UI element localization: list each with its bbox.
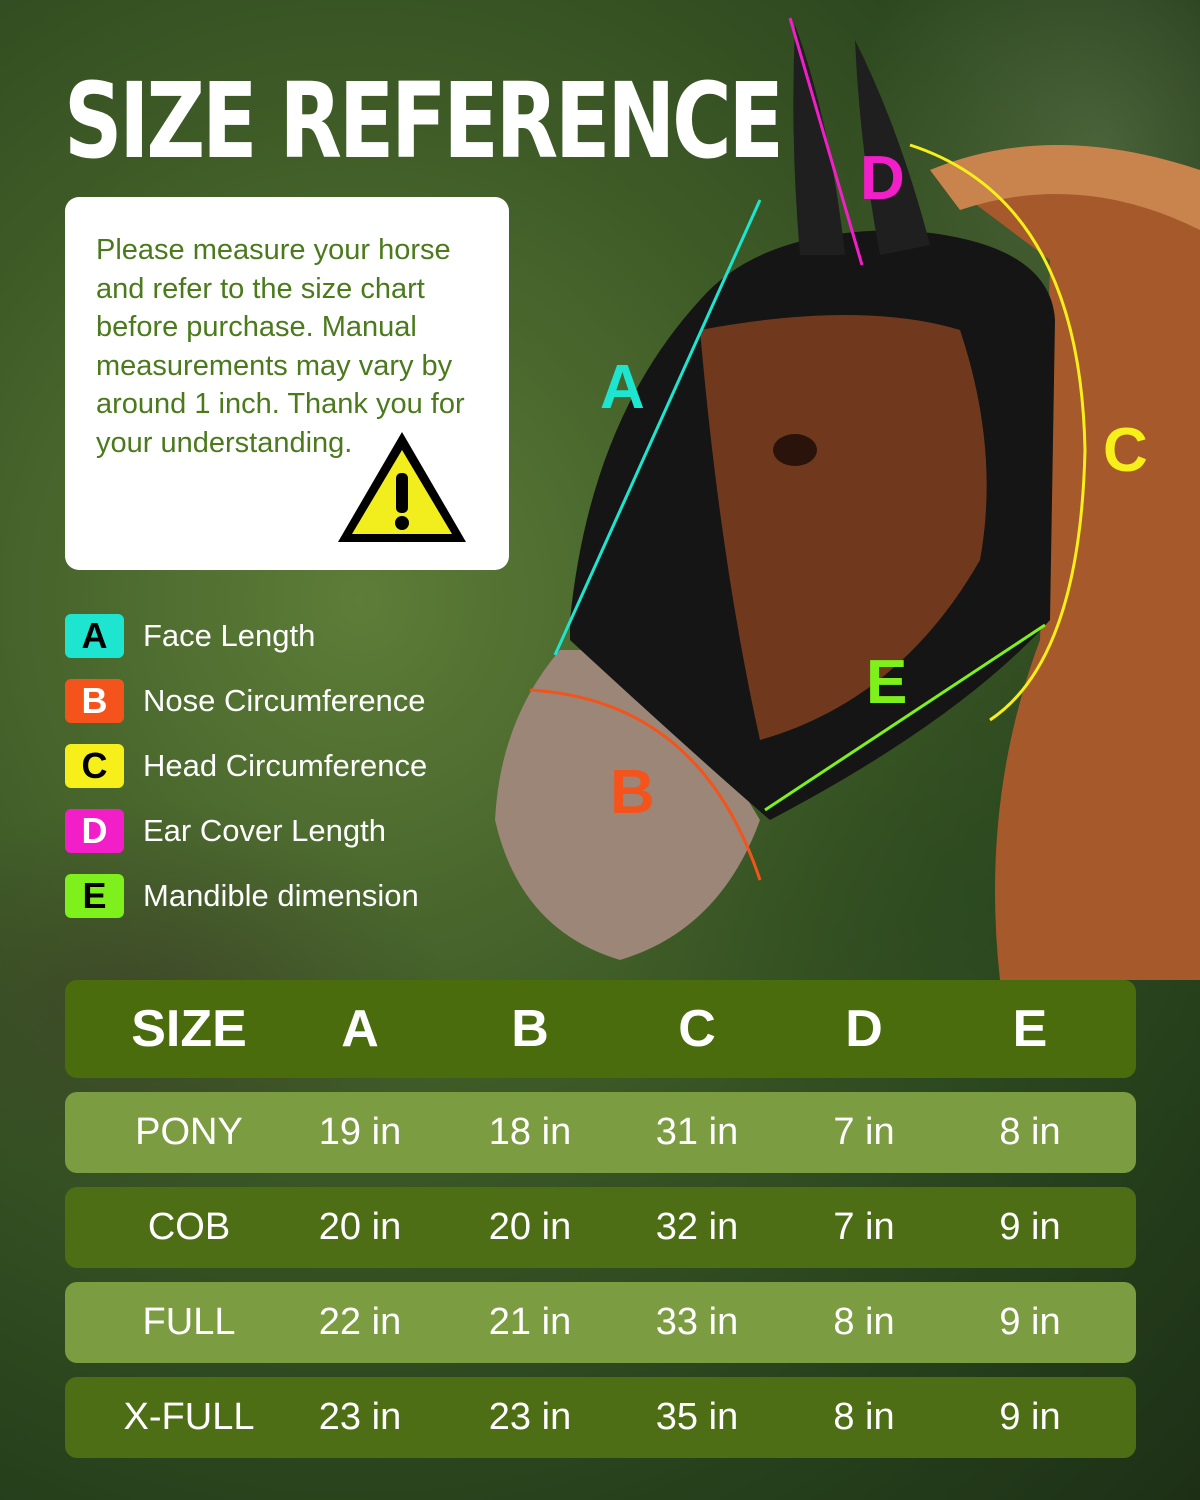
table-row: PONY 19 in 18 in 31 in 7 in 8 in (65, 1092, 1136, 1173)
table-cell: 8 in (833, 1396, 895, 1438)
table-cell: 32 in (655, 1206, 739, 1248)
table-cell: 23 in (318, 1396, 402, 1438)
measure-line-a (553, 199, 762, 656)
horse-mane (930, 145, 1200, 230)
table-cell: 19 in (318, 1111, 402, 1153)
page-title: SIZE REFERENCE (64, 60, 784, 182)
diagram-label-d: D (860, 144, 905, 213)
legend-item-d: D Ear Cover Length (65, 809, 427, 853)
table-cell: 9 in (999, 1396, 1061, 1438)
note-text: Please measure your horse and refer to t… (96, 234, 465, 459)
table-cell: FULL (142, 1301, 236, 1343)
horse-illustration (495, 17, 1200, 980)
table-cell: 8 in (999, 1111, 1061, 1153)
legend-badge: A (65, 614, 124, 658)
legend-badge: E (65, 874, 124, 918)
legend-label: Nose Circumference (143, 683, 426, 718)
table-cell: 8 in (833, 1301, 895, 1343)
measure-line-b (529, 688, 762, 881)
legend-item-c: C Head Circumference (65, 744, 427, 788)
legend-label: Mandible dimension (143, 878, 419, 913)
legend-item-e: E Mandible dimension (65, 874, 427, 918)
ear-left (793, 25, 845, 255)
column-header: D (845, 1000, 883, 1058)
table-cell: 9 in (999, 1206, 1061, 1248)
table-cell: 9 in (999, 1301, 1061, 1343)
ear-right (855, 40, 930, 255)
size-table-header: SIZE A B C D E (65, 980, 1136, 1078)
table-cell: COB (147, 1206, 231, 1248)
legend-badge: D (65, 809, 124, 853)
table-row: FULL 22 in 21 in 33 in 8 in 9 in (65, 1282, 1136, 1363)
column-header: B (511, 1000, 549, 1058)
table-cell: 7 in (833, 1206, 895, 1248)
column-header: C (678, 1000, 716, 1058)
table-cell: 22 in (318, 1301, 402, 1343)
table-cell: 20 in (318, 1206, 402, 1248)
horse-face (700, 315, 987, 740)
measurement-legend: A Face Length B Nose Circumference C Head Cir… (65, 614, 427, 939)
legend-label: Face Length (143, 618, 316, 653)
warning-triangle-icon (338, 432, 466, 542)
column-header: A (341, 1000, 379, 1058)
diagram-label-c: C (1103, 416, 1148, 485)
measure-line-e (764, 623, 1046, 812)
legend-badge: B (65, 679, 124, 723)
table-cell: 21 in (488, 1301, 572, 1343)
measure-line-c (909, 143, 1087, 722)
table-cell: 33 in (655, 1301, 739, 1343)
diagram-label-a: A (600, 353, 645, 422)
table-cell: 23 in (488, 1396, 572, 1438)
diagram-label-b: B (610, 758, 655, 827)
table-cell: 35 in (655, 1396, 739, 1438)
table-cell: 20 in (488, 1206, 572, 1248)
table-cell: X-FULL (123, 1396, 255, 1438)
measure-line-d (788, 17, 864, 266)
legend-item-a: A Face Length (65, 614, 427, 658)
column-header: E (1012, 1000, 1048, 1058)
table-row: COB 20 in 20 in 32 in 7 in 9 in (65, 1187, 1136, 1268)
table-cell: 18 in (488, 1111, 572, 1153)
diagram-label-e: E (866, 648, 908, 717)
horse-neck (930, 155, 1200, 980)
table-cell: 31 in (655, 1111, 739, 1153)
table-row: X-FULL 23 in 23 in 35 in 8 in 9 in (65, 1377, 1136, 1458)
table-cell: 7 in (833, 1111, 895, 1153)
column-header: SIZE (131, 1000, 247, 1058)
legend-label: Head Circumference (143, 748, 428, 783)
horse-eye (773, 434, 817, 466)
table-cell: PONY (135, 1111, 243, 1153)
legend-badge: C (65, 744, 124, 788)
measurement-note: Please measure your horse and refer to t… (65, 197, 509, 570)
legend-label: Ear Cover Length (143, 813, 386, 848)
legend-item-b: B Nose Circumference (65, 679, 427, 723)
